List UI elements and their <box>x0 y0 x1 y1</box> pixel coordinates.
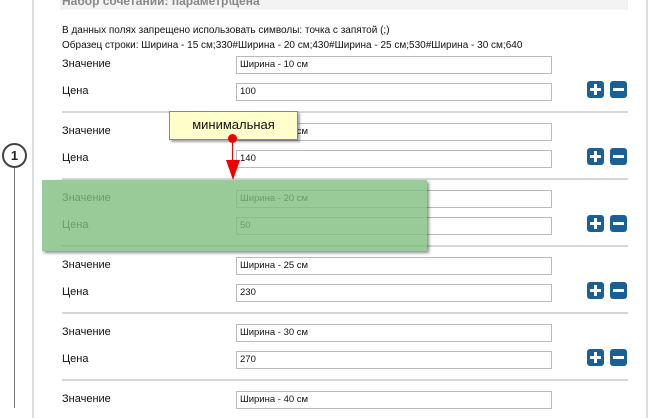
highlight-overlay <box>42 180 427 251</box>
remove-row-button[interactable] <box>610 81 627 98</box>
arrow-line <box>232 140 233 168</box>
remove-row-button[interactable] <box>610 148 627 165</box>
price-input[interactable]: 100 <box>236 83 552 101</box>
value-label: Значение <box>62 125 111 137</box>
row-divider <box>62 312 628 314</box>
form-panel <box>32 0 648 418</box>
arrow-head-icon <box>226 160 240 180</box>
price-label: Цена <box>62 152 89 164</box>
row-divider <box>62 111 628 113</box>
row-divider <box>62 379 628 381</box>
example-note: Образец строки: Ширина - 15 см;330#Ширин… <box>62 40 523 51</box>
value-label: Значение <box>62 393 111 405</box>
restriction-note: В данных полях запрещено использовать си… <box>62 25 390 36</box>
add-row-button[interactable] <box>587 282 604 299</box>
price-input[interactable]: 270 <box>236 351 552 369</box>
value-input[interactable]: Ширина - 40 см <box>236 391 552 409</box>
value-label: Значение <box>62 326 111 338</box>
add-row-button[interactable] <box>587 148 604 165</box>
step-connector-line <box>14 167 15 408</box>
price-input[interactable]: 230 <box>236 284 552 302</box>
step-number-badge: 1 <box>2 143 27 168</box>
price-input[interactable]: 140 <box>236 150 552 168</box>
row-divider <box>62 178 628 180</box>
price-label: Цена <box>62 85 89 97</box>
arrow-origin-dot <box>228 134 237 143</box>
add-row-button[interactable] <box>587 81 604 98</box>
remove-row-button[interactable] <box>610 215 627 232</box>
remove-row-button[interactable] <box>610 349 627 366</box>
value-label: Значение <box>62 259 111 271</box>
add-row-button[interactable] <box>587 349 604 366</box>
price-label: Цена <box>62 353 89 365</box>
value-input[interactable]: Ширина - 30 см <box>236 324 552 342</box>
value-label: Значение <box>62 58 111 70</box>
section-title: Набор сочетаний: параметр\цена <box>60 0 628 10</box>
value-input[interactable]: Ширина - 25 см <box>236 257 552 275</box>
add-row-button[interactable] <box>587 215 604 232</box>
value-input[interactable]: Ширина - 10 см <box>236 56 552 74</box>
price-label: Цена <box>62 286 89 298</box>
remove-row-button[interactable] <box>610 282 627 299</box>
